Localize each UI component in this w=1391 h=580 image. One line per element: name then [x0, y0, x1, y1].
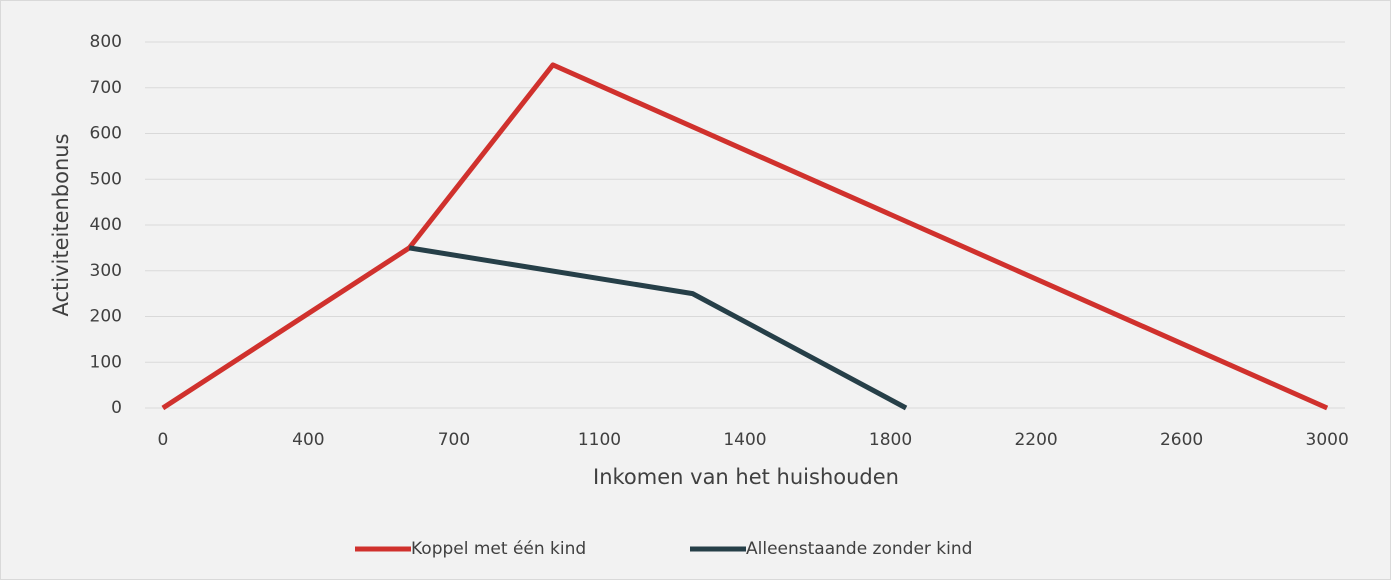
y-tick-label: 200	[90, 307, 122, 327]
x-tick-label: 2600	[1160, 430, 1203, 450]
y-tick-label: 400	[90, 215, 122, 235]
x-tick-label: 1100	[578, 430, 621, 450]
y-tick-label: 100	[90, 352, 122, 372]
line	[161, 62, 1329, 411]
y-axis-title: Activiteitenbonus	[49, 133, 73, 316]
x-tick-label: 400	[292, 430, 324, 450]
y-tick-label: 700	[90, 78, 122, 98]
y-tick-label: 300	[90, 261, 122, 281]
y-tick-label: 500	[90, 169, 122, 189]
y-tick-label: 800	[90, 32, 122, 52]
x-tick-label: 0	[157, 430, 168, 450]
line	[408, 245, 908, 411]
legend-label: Alleenstaande zonder kind	[746, 539, 972, 559]
x-tick-label: 1800	[869, 430, 912, 450]
x-axis-title: Inkomen van het huishouden	[593, 465, 899, 489]
x-tick-label: 700	[438, 430, 470, 450]
x-tick-label: 1400	[723, 430, 766, 450]
x-tick-label: 2200	[1014, 430, 1057, 450]
y-tick-label: 0	[111, 398, 122, 418]
legend-label: Koppel met één kind	[411, 539, 586, 559]
y-tick-label: 600	[90, 124, 122, 144]
x-tick-label: 3000	[1306, 430, 1349, 450]
